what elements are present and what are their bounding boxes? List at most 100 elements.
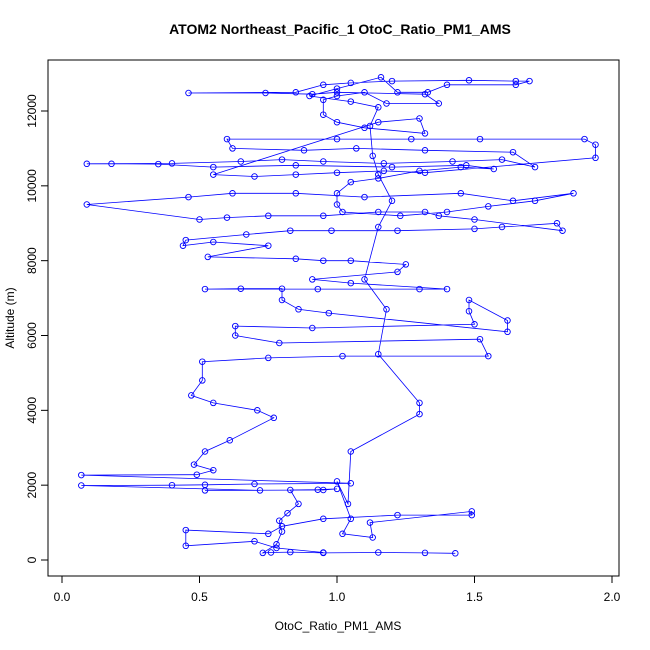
data-point	[320, 515, 327, 523]
data-point	[388, 197, 396, 205]
data-point	[199, 377, 206, 384]
x-tick-label: 2.0	[604, 590, 621, 604]
data-point	[369, 534, 376, 541]
data-point	[320, 158, 327, 165]
data-point	[237, 158, 245, 165]
data-point	[196, 216, 203, 223]
data-series	[78, 74, 599, 557]
data-point	[468, 508, 476, 515]
data-point	[375, 549, 382, 556]
data-point	[452, 550, 459, 557]
data-point	[375, 104, 382, 111]
y-tick-label: 10000	[25, 169, 39, 203]
data-point	[210, 171, 217, 178]
data-point	[287, 227, 294, 234]
data-point	[416, 410, 423, 418]
data-point	[592, 154, 599, 162]
data-point	[309, 324, 316, 332]
x-tick-label: 0.5	[191, 590, 208, 604]
data-point	[309, 276, 316, 283]
data-point	[254, 407, 261, 414]
data-point	[383, 306, 390, 313]
data-point	[485, 203, 492, 210]
data-point	[259, 549, 267, 557]
data-point	[435, 212, 443, 220]
series-line	[81, 76, 596, 554]
data-point	[471, 225, 478, 233]
data-point	[168, 481, 176, 489]
data-point	[320, 212, 327, 220]
data-point	[553, 220, 561, 227]
data-point	[509, 148, 517, 156]
data-point	[320, 486, 327, 494]
data-point	[320, 257, 327, 264]
data-point	[287, 486, 294, 494]
data-point	[251, 480, 258, 488]
data-point	[182, 526, 190, 534]
data-point	[188, 392, 195, 399]
data-point	[320, 81, 327, 89]
data-point	[333, 135, 341, 143]
data-point	[292, 171, 300, 178]
data-point	[465, 296, 473, 304]
data-point	[347, 178, 355, 186]
data-point	[306, 92, 313, 100]
data-point	[471, 321, 478, 328]
data-point	[361, 276, 368, 283]
data-point	[256, 487, 264, 494]
data-point	[155, 160, 162, 168]
x-axis-label: OtoC_Ratio_PM1_AMS	[275, 619, 402, 633]
y-axis: 0 2000 4000 6000 8000 10000 12000	[25, 94, 48, 563]
data-point	[190, 461, 198, 468]
data-point	[394, 268, 401, 276]
data-point	[509, 197, 517, 205]
data-point	[339, 208, 346, 216]
data-point	[300, 147, 308, 154]
data-point	[295, 306, 302, 313]
data-point	[421, 130, 429, 137]
data-point	[333, 478, 341, 485]
data-point	[397, 212, 404, 220]
y-axis-label: Altitude (m)	[3, 287, 17, 348]
data-point	[339, 352, 346, 360]
data-point	[210, 399, 217, 407]
y-tick-label: 8000	[25, 247, 39, 274]
data-point	[251, 173, 258, 180]
data-point	[375, 171, 382, 178]
data-point	[185, 193, 192, 201]
data-point	[333, 485, 341, 493]
data-point	[201, 481, 209, 489]
data-point	[251, 538, 258, 545]
data-point	[394, 89, 401, 96]
data-point	[443, 285, 451, 293]
data-point	[292, 190, 300, 197]
data-point	[559, 227, 566, 234]
data-point	[83, 201, 91, 208]
x-axis: 0.0 0.5 1.0 1.5 2.0	[54, 576, 621, 604]
data-point	[394, 227, 401, 234]
data-point	[435, 100, 443, 107]
data-point	[375, 208, 382, 216]
data-point	[463, 162, 470, 169]
data-point	[182, 542, 190, 550]
data-point	[402, 261, 410, 268]
plot-area	[47, 59, 620, 577]
chart-title: ATOM2 Northeast_Pacific_1 OtoC_Ratio_PM1…	[169, 21, 511, 37]
data-point	[276, 517, 283, 524]
data-point	[512, 77, 520, 85]
data-point	[278, 296, 286, 304]
data-point	[204, 253, 212, 261]
data-point	[361, 193, 368, 201]
data-point	[243, 231, 250, 238]
data-point	[333, 85, 341, 92]
data-point	[377, 74, 385, 81]
data-point	[284, 509, 291, 517]
data-point	[369, 152, 376, 160]
data-point	[179, 242, 187, 249]
data-point	[108, 160, 115, 168]
data-point	[388, 163, 396, 171]
data-point	[408, 135, 415, 143]
y-tick-label: 6000	[25, 322, 39, 349]
data-point	[375, 175, 382, 182]
data-point	[265, 212, 272, 220]
